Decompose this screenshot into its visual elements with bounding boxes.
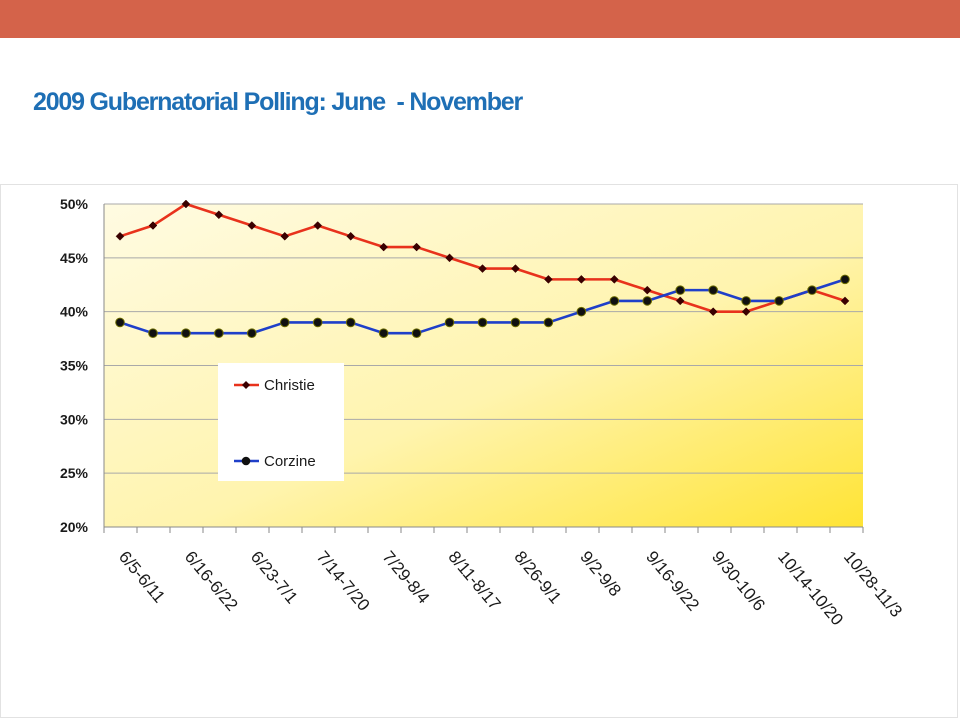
y-tick-label: 45% xyxy=(60,250,89,266)
data-point xyxy=(576,306,587,317)
slide-title: 2009 Gubernatorial Polling: June - Novem… xyxy=(33,88,523,116)
legend: Christie Corzine xyxy=(218,363,344,481)
data-point xyxy=(411,328,422,338)
x-tick-label: 8/11-8/17 xyxy=(444,547,504,613)
x-tick-label: 7/14-7/20 xyxy=(313,547,374,614)
data-point xyxy=(148,328,158,338)
data-point xyxy=(543,317,554,328)
series-christie xyxy=(115,199,850,317)
data-point xyxy=(214,328,224,338)
data-point xyxy=(510,317,521,328)
data-point xyxy=(544,275,553,284)
data-point xyxy=(642,296,653,306)
x-tick-label: 8/26-9/1 xyxy=(510,547,565,607)
data-point xyxy=(313,221,323,230)
data-point xyxy=(379,242,388,252)
data-point xyxy=(181,328,191,338)
data-point xyxy=(840,274,850,285)
data-point xyxy=(511,264,520,273)
data-point xyxy=(148,221,158,230)
data-point xyxy=(247,221,257,230)
data-point xyxy=(378,328,389,338)
data-point xyxy=(774,296,784,306)
data-point xyxy=(345,317,356,328)
data-point xyxy=(642,285,652,295)
data-point xyxy=(675,285,686,295)
data-point xyxy=(609,275,619,284)
data-point xyxy=(312,317,323,328)
x-tick-label: 9/16-9/22 xyxy=(642,547,703,614)
y-tick-label: 35% xyxy=(60,358,89,374)
legend-label: Christie xyxy=(264,377,315,394)
top-accent-bar xyxy=(0,0,960,38)
data-point xyxy=(444,317,455,328)
legend-marker xyxy=(242,381,250,389)
data-point xyxy=(741,296,751,306)
legend-marker xyxy=(241,456,251,466)
y-tick-label: 50% xyxy=(60,196,89,212)
data-point xyxy=(214,210,224,220)
data-point xyxy=(181,199,191,209)
data-point xyxy=(279,317,290,328)
data-point xyxy=(577,275,586,284)
y-axis-ticks: 20% 25% 30% 35% 40% 45% 50% xyxy=(60,196,89,535)
data-point xyxy=(478,264,487,273)
data-point xyxy=(477,317,488,328)
x-tick-label: 9/30-10/6 xyxy=(708,547,769,614)
y-tick-label: 30% xyxy=(60,411,89,427)
data-point xyxy=(807,285,817,295)
data-point xyxy=(115,317,125,328)
data-point xyxy=(346,231,356,241)
y-tick-label: 20% xyxy=(60,519,89,535)
data-point xyxy=(741,307,751,317)
line-chart: 20% 25% 30% 35% 40% 45% 50% 6/5-6/11 6/16-6/22 6… xyxy=(60,196,906,629)
y-tick-label: 25% xyxy=(60,465,89,481)
x-tick-label: 6/5-6/11 xyxy=(115,547,169,606)
x-tick-label: 9/2-9/8 xyxy=(576,547,625,600)
data-point xyxy=(708,285,718,295)
x-axis-ticks: 6/5-6/11 6/16-6/22 6/23-7/1 7/14-7/20 7/29-8… xyxy=(103,527,906,629)
axes xyxy=(103,204,863,528)
data-point xyxy=(280,231,290,241)
data-point xyxy=(840,296,850,306)
data-point xyxy=(708,307,718,317)
data-point xyxy=(445,253,454,263)
chart-frame: 20% 25% 30% 35% 40% 45% 50% 6/5-6/11 6/16-6/22 6… xyxy=(0,184,958,718)
series-corzine xyxy=(115,274,850,338)
y-tick-label: 40% xyxy=(60,304,89,320)
legend-label: Corzine xyxy=(264,453,316,470)
x-tick-label: 6/16-6/22 xyxy=(181,547,242,614)
data-point xyxy=(609,296,620,306)
x-tick-label: 7/29-8/4 xyxy=(379,547,434,607)
series-layer xyxy=(115,199,850,338)
x-tick-label: 10/14-10/20 xyxy=(774,547,847,629)
x-tick-label: 6/23-7/1 xyxy=(247,547,302,607)
data-point xyxy=(412,242,421,252)
data-point xyxy=(247,328,257,338)
data-point xyxy=(115,231,125,241)
x-tick-label: 10/28-11/3 xyxy=(840,547,906,621)
data-point xyxy=(675,296,685,306)
